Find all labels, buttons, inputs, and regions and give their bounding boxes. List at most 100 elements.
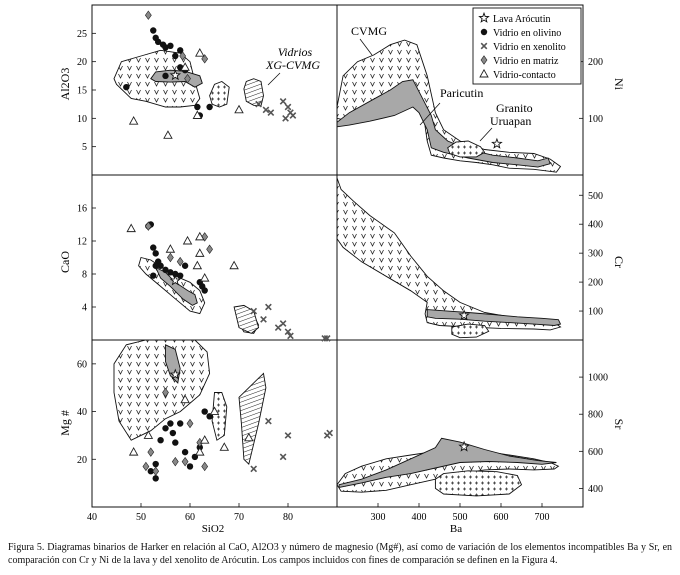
- point-diamond-sio2_al2o3: [201, 54, 209, 64]
- point-circle-sio2_cao: [181, 262, 189, 269]
- point-triangle-sio2_mg: [195, 447, 205, 456]
- point-x-sio2_al2o3: [289, 112, 297, 119]
- axis-title-al2o3: Al2O3: [58, 68, 72, 101]
- point-circle-sio2_cao: [152, 262, 159, 269]
- ytick-label-ba_cr: 200: [588, 278, 603, 289]
- point-diamond-sio2_cao: [144, 221, 152, 231]
- point-x-sio2_mg: [279, 453, 287, 461]
- xtick-label-ba_sr: 300: [371, 512, 386, 523]
- ytick-label-ba_cr: 400: [588, 220, 603, 231]
- ytick-label-ba_ni: 200: [588, 57, 603, 68]
- field-cvmg-ba_cr: [337, 177, 562, 331]
- point-circle-sio2_mg: [167, 420, 174, 427]
- field-granito-uruapan-ba_sr: [434, 470, 523, 497]
- point-x-sio2_cao: [284, 328, 292, 336]
- point-triangle-sio2_al2o3: [163, 130, 173, 139]
- legend-marker-star: [478, 11, 490, 23]
- axis-title-sr: Sr: [612, 419, 626, 430]
- point-triangle-sio2_cao: [126, 223, 136, 233]
- legend-marker-x: [480, 42, 488, 50]
- point-circle-sio2_cao: [162, 266, 169, 274]
- caption-text: Diagramas binarios de Harker en relación…: [8, 542, 673, 566]
- point-star-sio2_cao: [169, 274, 182, 286]
- point-x-sio2_al2o3: [282, 114, 289, 122]
- caption-lead: Figura 5.: [8, 542, 45, 553]
- field-cvmg-sio2_mg: [113, 340, 211, 441]
- point-circle-sio2_al2o3: [162, 44, 169, 51]
- point-circle-sio2_mg: [177, 420, 184, 427]
- xtick-label-sio2_mg: 60: [185, 512, 195, 523]
- ytick-label-sio2_cao: 16: [77, 204, 87, 215]
- ytick-label-sio2_al2o3: 15: [77, 86, 87, 97]
- ytick-label-sio2_mg: 60: [77, 359, 87, 370]
- point-triangle-sio2_mg: [128, 447, 139, 456]
- point-triangle-sio2_cao: [199, 272, 210, 282]
- point-x-sio2_al2o3: [284, 103, 292, 111]
- point-circle-sio2_mg: [181, 448, 189, 456]
- ytick-label-sio2_al2o3: 25: [77, 29, 87, 40]
- point-circle-sio2_al2o3: [154, 38, 162, 46]
- point-circle-sio2_mg: [157, 437, 164, 444]
- xtick-label-ba_sr: 600: [494, 512, 509, 523]
- xtick-label-sio2_mg: 80: [283, 512, 293, 523]
- axis-title-mg: Mg #: [58, 410, 72, 436]
- ytick-label-sio2_mg: 20: [77, 455, 87, 466]
- point-circle-sio2_al2o3: [172, 52, 179, 60]
- point-triangle-sio2_mg: [219, 442, 230, 451]
- point-triangle-sio2_mg: [244, 432, 254, 442]
- legend-label-contacto: Vidrio-contacto: [493, 70, 556, 81]
- axis-title-ba: Ba: [450, 523, 462, 535]
- legend-marker-circle: [480, 28, 488, 36]
- legend-marker-triangle: [479, 68, 489, 78]
- point-x-sio2_mg: [284, 432, 292, 439]
- point-diamond-sio2_al2o3: [184, 73, 191, 84]
- plot-frame-sio2_cao: [91, 174, 338, 341]
- ytick-label-sio2_al2o3: 10: [77, 114, 87, 125]
- point-x-sio2_mg: [250, 465, 258, 473]
- point-triangle-sio2_mg: [209, 406, 220, 416]
- annotation-cvmg: CVMG: [351, 24, 387, 38]
- point-circle-sio2_cao: [150, 244, 157, 251]
- point-triangle-sio2_al2o3: [128, 116, 139, 125]
- legend-label-lava: Lava Arócutin: [493, 14, 550, 25]
- ytick-label-sio2_mg: 40: [77, 407, 87, 418]
- point-x-sio2_cao: [321, 334, 329, 342]
- legend-label-olivino: Vidrio en olivino: [493, 28, 561, 39]
- point-circle-sio2_mg: [172, 439, 179, 446]
- field-granito-uruapan-sio2_al2o3: [209, 80, 230, 108]
- legend-marker-diamond: [480, 55, 488, 65]
- annotation-vidrios-line2: XG-CVMG: [265, 58, 320, 72]
- point-circle-sio2_cao: [150, 272, 157, 279]
- point-x-sio2_al2o3: [262, 106, 270, 114]
- field-vidrios-xg-cvmg-sio2_al2o3: [243, 78, 264, 107]
- point-star-ba_ni: [491, 137, 503, 149]
- point-circle-sio2_al2o3: [177, 47, 184, 54]
- point-circle-sio2_al2o3: [206, 103, 213, 111]
- legend: Lava Arócutin Vidrio en olivino Vidrio e…: [472, 7, 582, 85]
- ytick-label-sio2_al2o3: 5: [82, 142, 87, 153]
- ytick-label-ba_ni: 100: [588, 114, 603, 125]
- xtick-label-sio2_mg: 40: [87, 512, 97, 523]
- harker-figure: 5 10 15 20 25 4 8 12 16 20 40 60 40 50 60 70 80 100 200 100…: [58, 4, 626, 535]
- annotation-paricutin-leader: [419, 102, 441, 126]
- point-triangle-sio2_cao: [165, 244, 176, 253]
- point-circle-sio2_cao: [167, 269, 174, 276]
- point-diamond-sio2_mg: [147, 447, 155, 457]
- annotation-cvmg-leader: [359, 38, 373, 56]
- point-x-sio2_cao: [250, 307, 258, 315]
- point-diamond-sio2_al2o3: [179, 51, 187, 61]
- point-x-sio2_cao: [323, 334, 331, 342]
- field-granito-uruapan-sio2_mg: [211, 392, 228, 441]
- point-circle-sio2_mg: [162, 425, 169, 432]
- point-circle-sio2_mg: [186, 463, 194, 470]
- point-circle-sio2_mg: [147, 468, 154, 475]
- point-circle-sio2_cao: [177, 272, 184, 279]
- point-diamond-sio2_cao: [206, 244, 213, 254]
- point-star-ba_cr: [458, 309, 470, 321]
- point-diamond-sio2_mg: [186, 418, 194, 429]
- ytick-label-sio2_al2o3: 20: [77, 57, 87, 68]
- field-vidrios-xg-cvmg-sio2_mg: [238, 372, 267, 465]
- point-x-sio2_mg: [326, 429, 334, 437]
- point-circle-sio2_mg: [152, 460, 159, 468]
- point-triangle-sio2_cao: [192, 260, 203, 270]
